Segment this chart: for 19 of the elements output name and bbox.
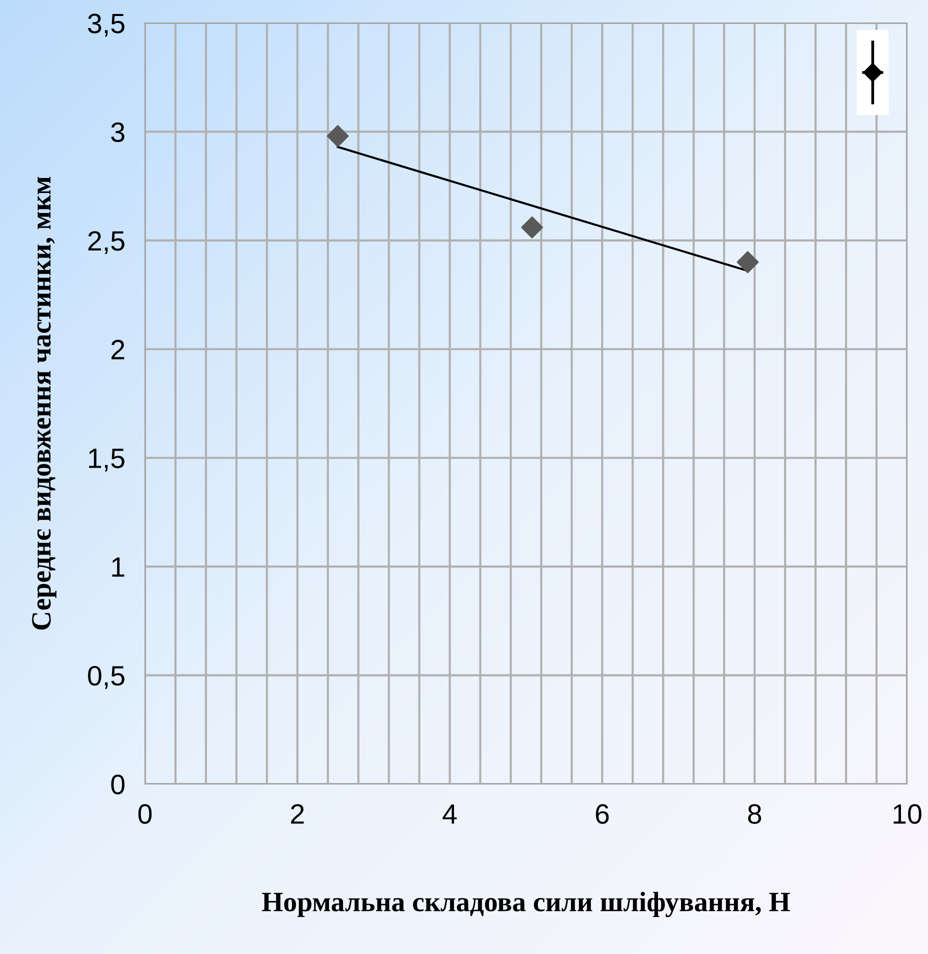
y-axis-title: Середнє видовження частинки, мкм [32, 176, 56, 630]
x-tick-label: 6 [596, 804, 609, 824]
y-tick-label: 1,5 [89, 448, 124, 472]
x-tick-label: 0 [138, 804, 152, 824]
x-axis-title: Нормальна складова сили шліфування, Н [262, 892, 790, 918]
point [326, 125, 349, 148]
x-tick-label: 8 [748, 804, 762, 824]
y-tick-label: 0 [111, 774, 124, 794]
y-tick-label: 1 [112, 558, 124, 577]
x-tick-label: 4 [442, 804, 457, 824]
point [521, 216, 544, 238]
y-tick-label: 3 [111, 122, 124, 142]
x-tick-label: 2 [291, 804, 304, 824]
y-tick-label: 3,5 [88, 14, 124, 37]
y-tick-label: 0,5 [88, 666, 124, 689]
point [736, 251, 759, 274]
x-tick-label: 10 [894, 804, 922, 824]
y-tick-label: 2,5 [88, 231, 124, 254]
y-tick-label: 2 [112, 340, 124, 360]
